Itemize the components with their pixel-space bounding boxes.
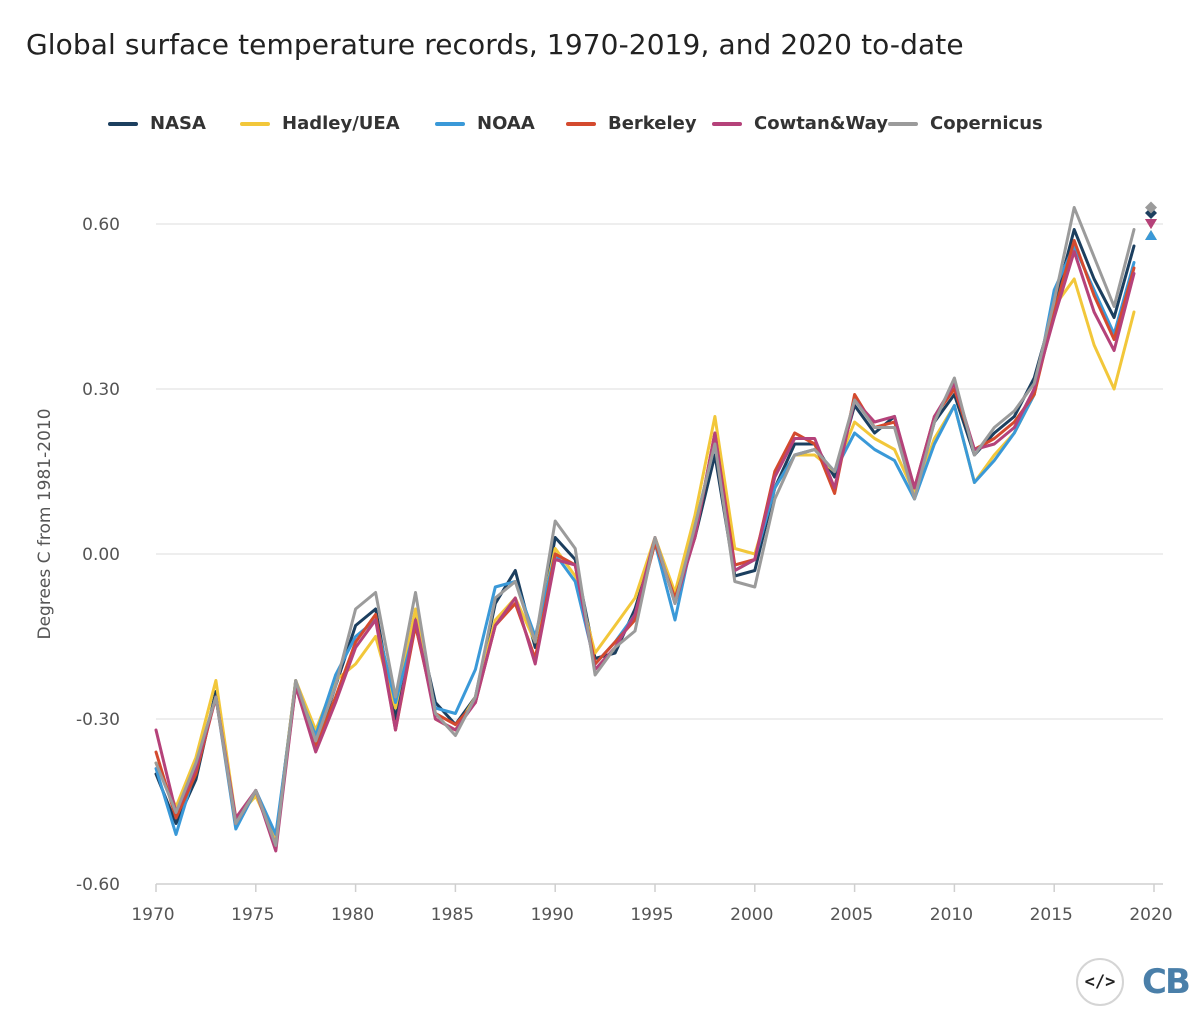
legend-swatch	[108, 121, 138, 126]
x-tick-label: 2020	[1129, 905, 1172, 925]
marker-2020-noaa	[1145, 230, 1157, 240]
legend-item-copernicus[interactable]: Copernicus	[888, 113, 1043, 134]
legend-item-berkeley[interactable]: Berkeley	[566, 113, 697, 134]
y-tick-label: -0.60	[76, 875, 120, 895]
x-tick-label: 2000	[730, 905, 773, 925]
x-tick-label: 1980	[331, 905, 374, 925]
legend-label: Berkeley	[608, 113, 697, 134]
x-tick-label: 1995	[630, 905, 673, 925]
x-tick-label: 2010	[930, 905, 973, 925]
carbon-brief-logo: CB	[1142, 962, 1191, 1002]
legend-label: Copernicus	[930, 113, 1043, 134]
legend-item-nasa[interactable]: NASA	[108, 113, 206, 134]
legend-item-cowtan-way[interactable]: Cowtan&Way	[712, 113, 888, 134]
legend-label: NASA	[150, 113, 206, 134]
x-tick-label: 1985	[431, 905, 474, 925]
legend-label: Cowtan&Way	[754, 113, 889, 134]
y-tick-label: 0.30	[82, 380, 120, 400]
x-tick-label: 2015	[1030, 905, 1073, 925]
legend-label: Hadley/UEA	[282, 113, 400, 134]
y-tick-label: 0.00	[82, 545, 120, 565]
legend-swatch	[566, 121, 596, 126]
legend-swatch	[888, 121, 918, 126]
series-line-nasa	[154, 228, 1136, 842]
x-tick-label: 1990	[531, 905, 574, 925]
x-tick-label: 2005	[830, 905, 873, 925]
legend-label: NOAA	[477, 113, 535, 134]
y-axis-title: Degrees C from 1981-2010	[35, 408, 55, 639]
series-line-noaa	[154, 244, 1136, 836]
series-line-cowtan-way	[154, 250, 1136, 853]
legend: NASA Hadley/UEA NOAA Berkeley Cowtan&Way Cope…	[108, 113, 1108, 143]
chart-title: Global surface temperature records, 1970…	[26, 28, 964, 61]
legend-swatch	[240, 121, 270, 126]
marker-2020-cowtan-way	[1145, 219, 1157, 229]
x-tick-label: 1970	[131, 905, 174, 925]
series-line-copernicus	[154, 206, 1136, 847]
y-tick-label: 0.60	[82, 215, 120, 235]
legend-item-hadley-uea[interactable]: Hadley/UEA	[240, 113, 400, 134]
legend-swatch	[435, 121, 465, 126]
y-tick-label: -0.30	[76, 710, 120, 730]
embed-code-icon: </>	[1084, 972, 1116, 992]
marker-2020-copernicus	[1145, 201, 1157, 214]
series-line-berkeley	[154, 239, 1136, 847]
series-line-hadley-uea	[154, 277, 1136, 842]
x-tick-label: 1975	[231, 905, 274, 925]
embed-code-button[interactable]: </>	[1076, 958, 1124, 1006]
legend-item-noaa[interactable]: NOAA	[435, 113, 535, 134]
legend-swatch	[712, 121, 742, 126]
